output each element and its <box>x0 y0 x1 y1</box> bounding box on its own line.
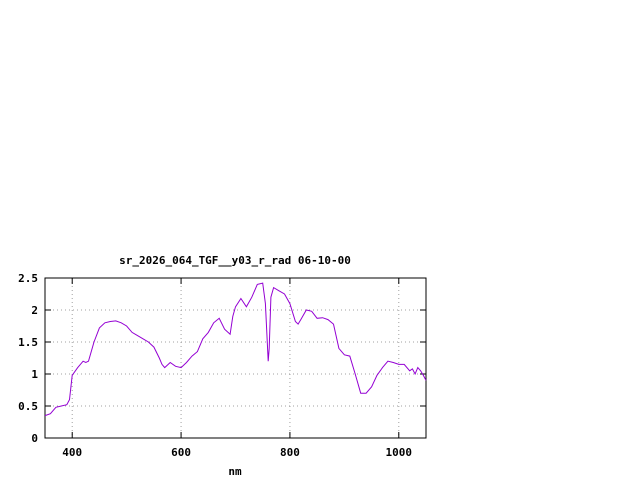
y-tick-label: 1 <box>31 368 38 381</box>
ticks: 400 600 800 1000 0 0.5 1 1.5 2 2.5 <box>18 272 426 459</box>
y-tick-label: 1.5 <box>18 336 38 349</box>
series-line <box>44 282 427 417</box>
x-tick-label: 400 <box>62 446 82 459</box>
y-tick-label: 2.5 <box>18 272 38 285</box>
y-tick-label: 0.5 <box>18 400 38 413</box>
y-tick-label: 0 <box>31 432 38 445</box>
plot-frame <box>44 277 427 439</box>
x-tick-label: 600 <box>171 446 191 459</box>
y-tick-label: 2 <box>31 304 38 317</box>
x-tick-label: 1000 <box>386 446 413 459</box>
x-tick-label: 800 <box>280 446 300 459</box>
grid <box>45 278 426 438</box>
chart-title: sr_2026_064_TGF__y03_r_rad 06-10-00 <box>119 254 351 267</box>
x-axis-label: nm <box>228 465 242 478</box>
